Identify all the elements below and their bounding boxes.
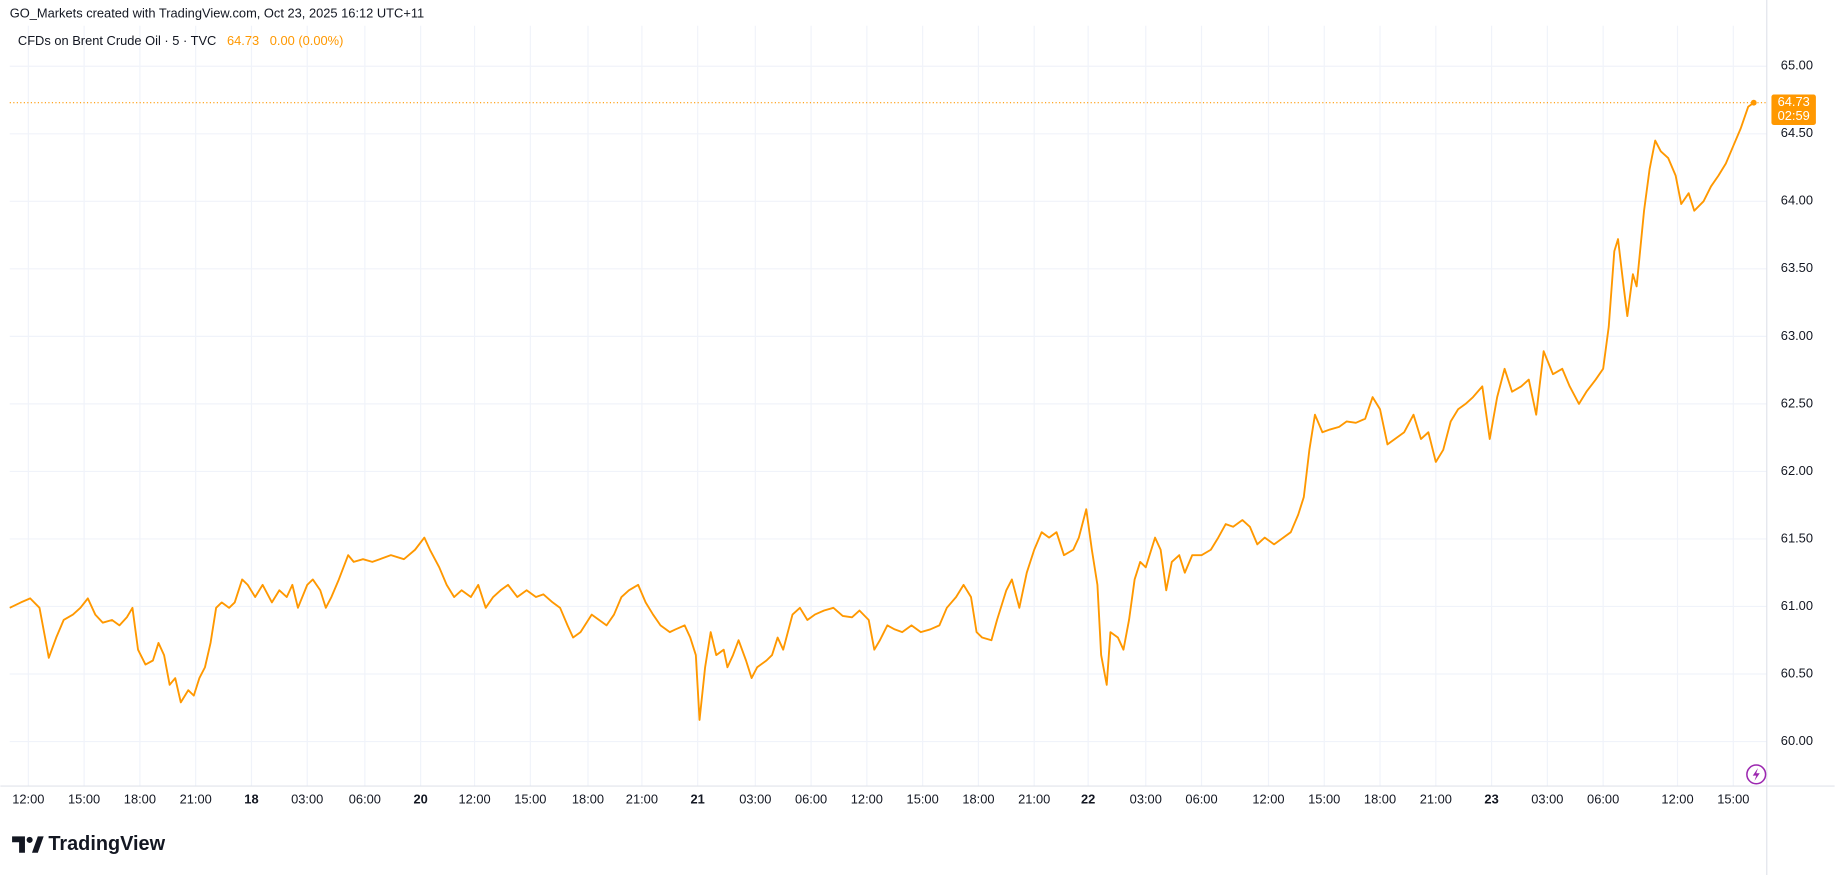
x-tick-label: 03:00 [1130,792,1162,807]
x-tick-label: 21:00 [180,792,212,807]
last-price: 64.73 [227,34,259,49]
price-change: 0.00 (0.00%) [270,34,344,49]
x-tick-label: 03:00 [291,792,323,807]
x-tick-label: 20 [413,792,427,807]
x-tick-label: 15:00 [68,792,100,807]
price-tag-countdown: 02:59 [1778,108,1810,123]
x-tick-label: 18:00 [124,792,156,807]
brand-logo: TradingView [12,833,166,855]
x-tick-label: 21:00 [1018,792,1050,807]
x-tick-label: 15:00 [514,792,546,807]
x-tick-label: 12:00 [851,792,883,807]
x-tick-label: 21 [691,792,705,807]
price-tag-value: 64.73 [1778,94,1810,109]
x-tick-label: 12:00 [12,792,44,807]
y-tick-label: 60.00 [1781,733,1813,748]
x-tick-label: 12:00 [1661,792,1693,807]
x-tick-label: 18:00 [1364,792,1396,807]
price-line [9,101,1755,721]
price-tag [1771,94,1816,125]
x-tick-label: 15:00 [907,792,939,807]
x-tick-label: 12:00 [1252,792,1284,807]
x-tick-label: 21:00 [1420,792,1452,807]
x-tick-label: 15:00 [1308,792,1340,807]
y-tick-label: 62.50 [1781,395,1813,410]
y-tick-label: 61.00 [1781,598,1813,613]
x-tick-label: 12:00 [458,792,490,807]
header: GO_Markets created with TradingView.com,… [10,5,424,20]
y-tick-label: 64.00 [1781,193,1813,208]
x-tick-label: 22 [1081,792,1095,807]
x-tick-label: 03:00 [739,792,771,807]
last-point [1750,99,1757,106]
x-tick-label: 15:00 [1717,792,1749,807]
y-tick-label: 61.50 [1781,530,1813,545]
x-tick-label: 03:00 [1531,792,1563,807]
grid [9,25,1767,787]
y-tick-label: 62.00 [1781,463,1813,478]
x-tick-label: 21:00 [626,792,658,807]
plot [9,99,1767,721]
x-tick-label: 06:00 [1587,792,1619,807]
x-tick-label: 23 [1484,792,1498,807]
symbol-title: CFDs on Brent Crude Oil · 5 · TVC [18,34,216,49]
x-tick-label: 06:00 [1185,792,1217,807]
x-tick-label: 18:00 [572,792,604,807]
x-tick-label: 18:00 [962,792,994,807]
symbol-legend: CFDs on Brent Crude Oil · 5 · TVC 64.73 … [18,34,343,49]
x-tick-label: 06:00 [349,792,381,807]
y-tick-label: 60.50 [1781,665,1813,680]
brand-name: TradingView [48,833,165,855]
y-tick-label: 63.50 [1781,260,1813,275]
lightning-icon [1746,764,1767,785]
x-tick-label: 18 [244,792,258,807]
x-tick-label: 06:00 [795,792,827,807]
y-tick-label: 63.00 [1781,328,1813,343]
y-tick-label: 64.50 [1781,125,1813,140]
y-tick-label: 65.00 [1781,58,1813,73]
